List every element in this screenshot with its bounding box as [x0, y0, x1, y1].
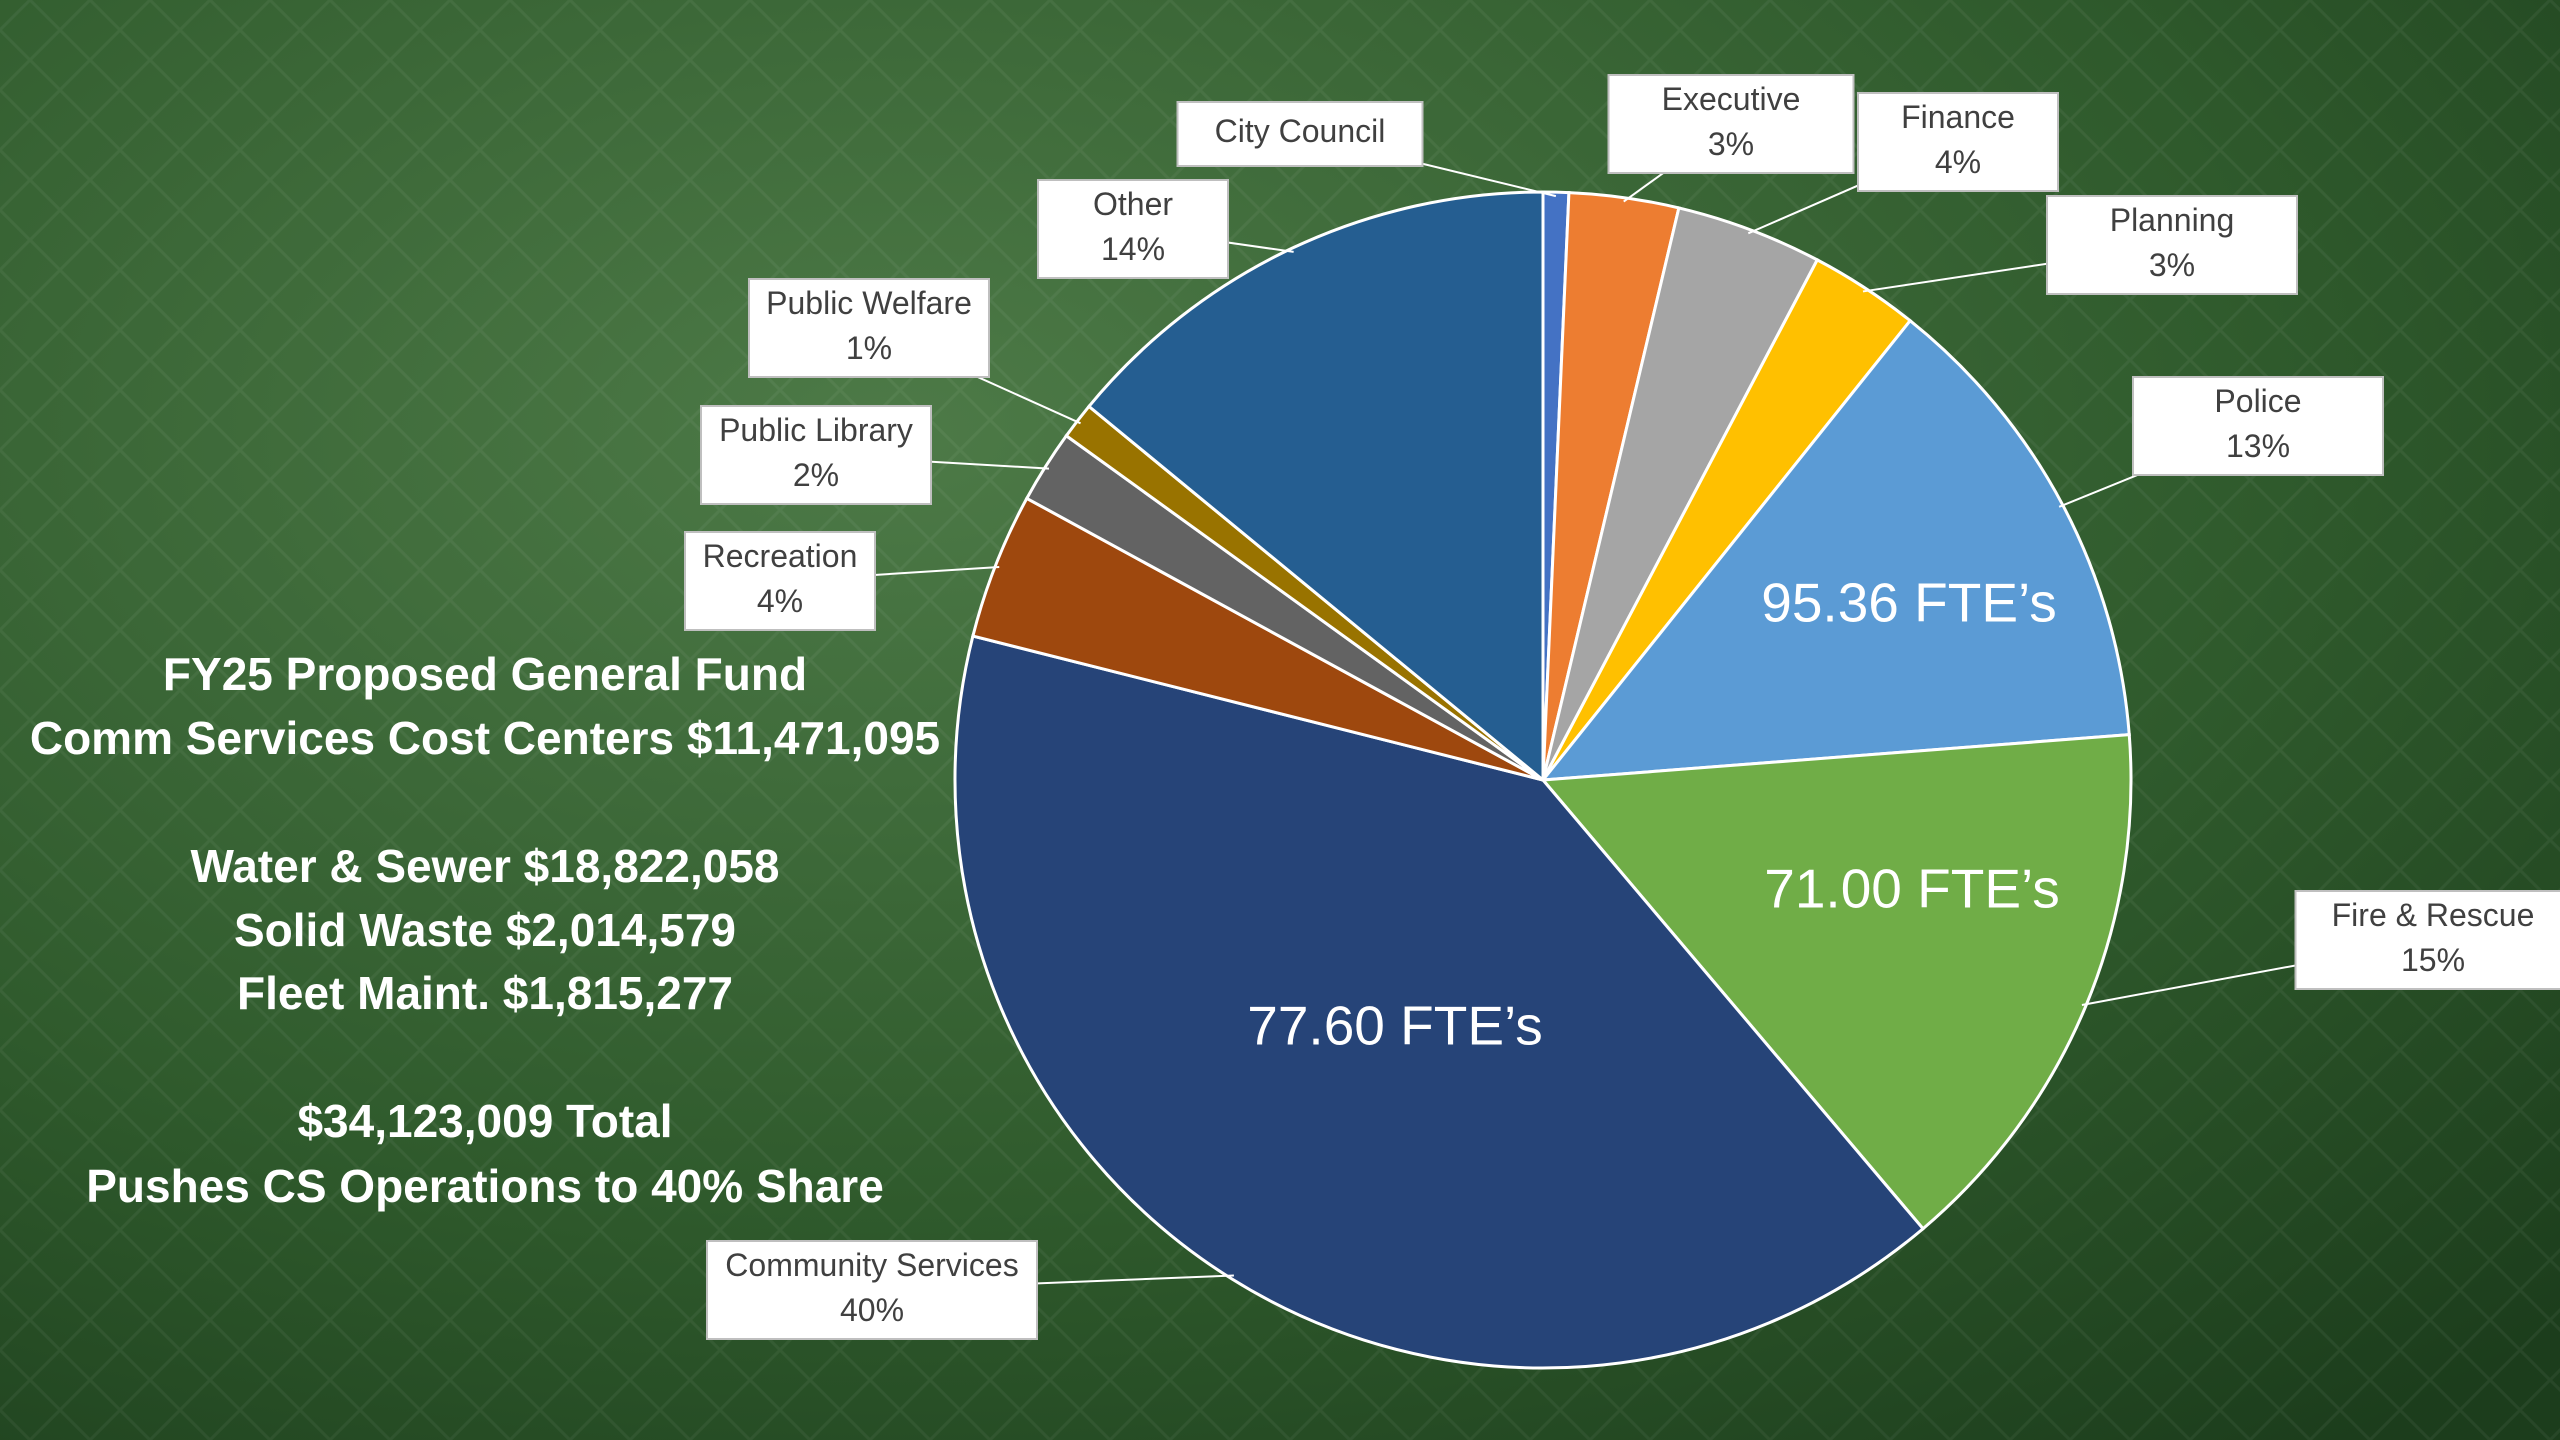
category-label: Planning: [2110, 202, 2235, 238]
pie-slice: [1539, 733, 2133, 1231]
value-label: 3%: [1708, 126, 1754, 162]
category-label: Other: [1093, 186, 1173, 222]
data-label: Recreation 4%: [703, 538, 858, 619]
value-label: 1%: [846, 330, 892, 366]
value-label: 3%: [2149, 247, 2195, 283]
data-label: Other 14%: [1093, 186, 1173, 267]
summary-line: Pushes CS Operations to 40% Share: [86, 1160, 884, 1212]
data-label: Police 13%: [2214, 383, 2301, 464]
category-label: Recreation: [703, 538, 858, 574]
summary-line: FY25 Proposed General Fund: [163, 648, 807, 700]
data-label: Public Library 2%: [719, 412, 913, 493]
category-label: Police: [2214, 383, 2301, 419]
data-label: City Council: [1215, 113, 1386, 149]
data-label: Public Welfare 1%: [766, 285, 972, 366]
value-label: 40%: [840, 1292, 904, 1328]
category-label: Finance: [1901, 99, 2015, 135]
data-label: Fire & Rescue 15%: [2332, 897, 2535, 978]
label-box: [706, 1240, 1038, 1340]
value-label: 15%: [2401, 942, 2465, 978]
summary-line: Water & Sewer $18,822,058: [191, 840, 780, 892]
pie-slice: [953, 634, 1926, 1370]
label-box: [2046, 195, 2298, 295]
label-box: [2294, 890, 2560, 990]
summary-line: Comm Services Cost Centers $11,471,095: [30, 712, 940, 764]
category-label: Fire & Rescue: [2332, 897, 2535, 933]
label-box: [1857, 92, 2059, 192]
value-label: 4%: [757, 583, 803, 619]
category-label: Public Welfare: [766, 285, 972, 321]
data-label: Planning 3%: [2110, 202, 2235, 283]
pie-slice: [1086, 190, 1545, 784]
label-box: [1037, 179, 1229, 279]
label-box: [748, 278, 990, 378]
label-box: [684, 531, 876, 631]
label-box: [1176, 101, 1424, 167]
data-label: Executive 3%: [1662, 81, 1801, 162]
value-label: 13%: [2226, 428, 2290, 464]
value-label: 2%: [793, 457, 839, 493]
category-label: Community Services: [725, 1247, 1018, 1283]
summary-line: $34,123,009 Total: [297, 1095, 672, 1147]
label-box: [700, 405, 932, 505]
data-label: Finance 4%: [1901, 99, 2015, 180]
label-box: [1607, 74, 1855, 174]
label-box: [2132, 376, 2384, 476]
value-label: 4%: [1935, 144, 1981, 180]
summary-line: Fleet Maint. $1,815,277: [237, 967, 733, 1019]
value-label: 14%: [1101, 231, 1165, 267]
summary-line: Solid Waste $2,014,579: [234, 904, 736, 956]
category-label: Executive: [1662, 81, 1801, 117]
data-label: Community Services 40%: [725, 1247, 1018, 1328]
category-label: City Council: [1215, 113, 1386, 149]
fte-annotation: 71.00 FTE’s: [1764, 858, 2060, 920]
category-label: Public Library: [719, 412, 913, 448]
fte-annotation: 95.36 FTE’s: [1761, 572, 2057, 634]
fte-annotation: 77.60 FTE’s: [1247, 995, 1543, 1057]
